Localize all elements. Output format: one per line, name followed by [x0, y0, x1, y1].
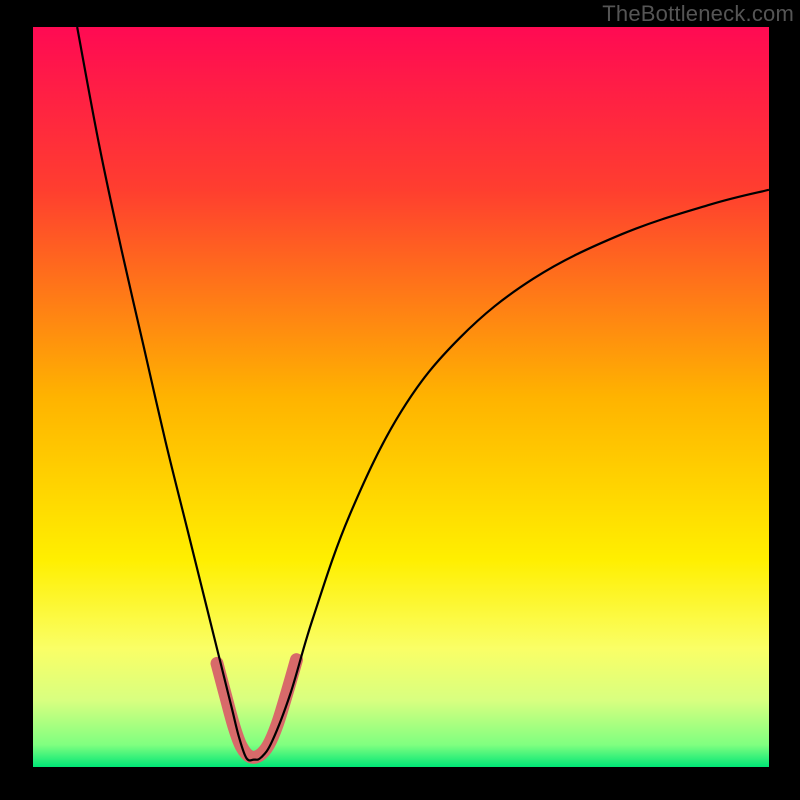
watermark-text: TheBottleneck.com	[602, 1, 794, 27]
chart-svg	[0, 0, 800, 800]
figure-root: TheBottleneck.com	[0, 0, 800, 800]
plot-gradient-background	[33, 27, 769, 767]
